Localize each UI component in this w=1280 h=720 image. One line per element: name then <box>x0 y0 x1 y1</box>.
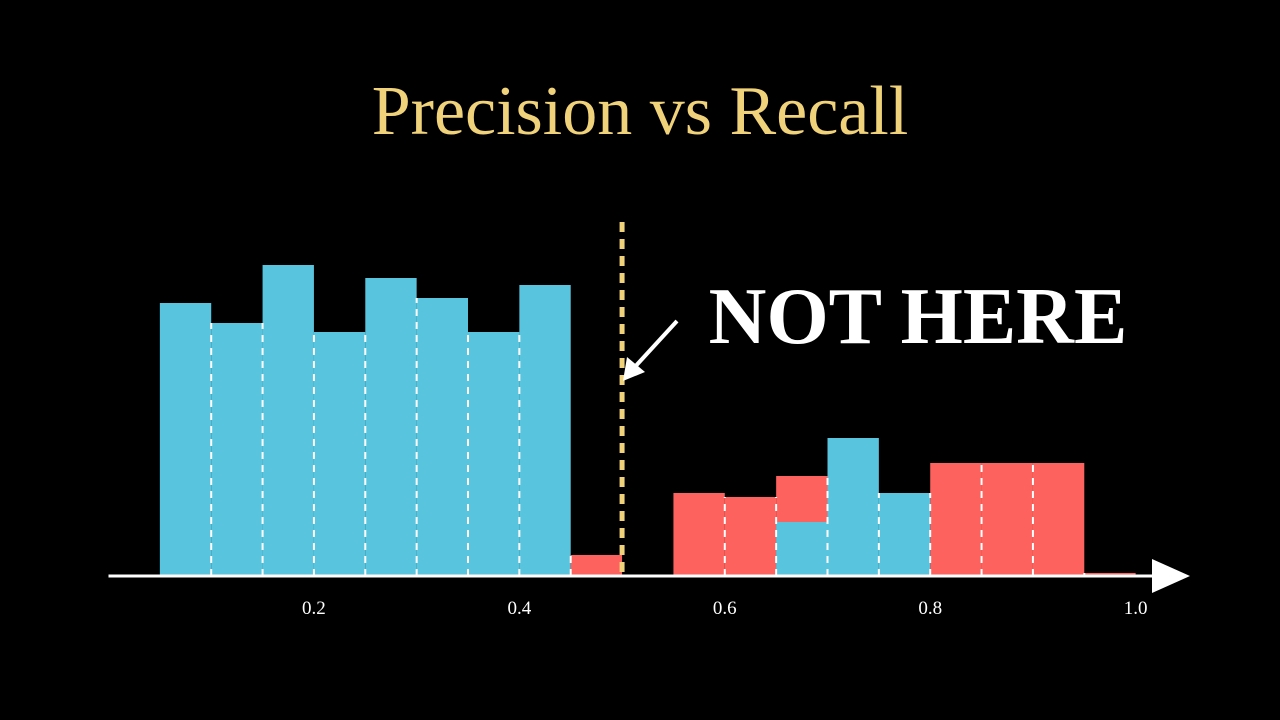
bar <box>724 497 777 576</box>
x-tick-label: 0.8 <box>918 598 942 619</box>
bar <box>416 298 468 576</box>
bar <box>570 555 623 576</box>
bar <box>468 332 520 576</box>
bar <box>519 285 571 576</box>
bar <box>776 522 828 576</box>
x-tick-label: 0.4 <box>507 598 531 619</box>
x-tick-label: 0.6 <box>713 598 737 619</box>
bar <box>159 303 212 576</box>
bar <box>878 493 931 576</box>
bar <box>365 278 417 576</box>
annotation: NOT HERE <box>709 273 1128 361</box>
bar <box>1032 463 1085 576</box>
x-tick-label: 1.0 <box>1124 598 1148 619</box>
x-axis-arrow <box>1152 559 1190 593</box>
bar <box>930 463 982 576</box>
bar <box>827 438 879 576</box>
bar <box>313 332 366 576</box>
chart-title: Precision vs Recall <box>372 73 909 150</box>
bar <box>211 323 263 576</box>
bars <box>159 265 1136 576</box>
bar <box>981 463 1033 576</box>
bar <box>673 493 725 576</box>
arrow-head <box>623 357 645 381</box>
bar <box>262 265 314 576</box>
arrow-shaft <box>630 319 679 372</box>
x-tick-label: 0.2 <box>302 598 326 619</box>
overlay: 0.2 0.4 0.6 0.8 1.0 <box>108 222 1190 619</box>
